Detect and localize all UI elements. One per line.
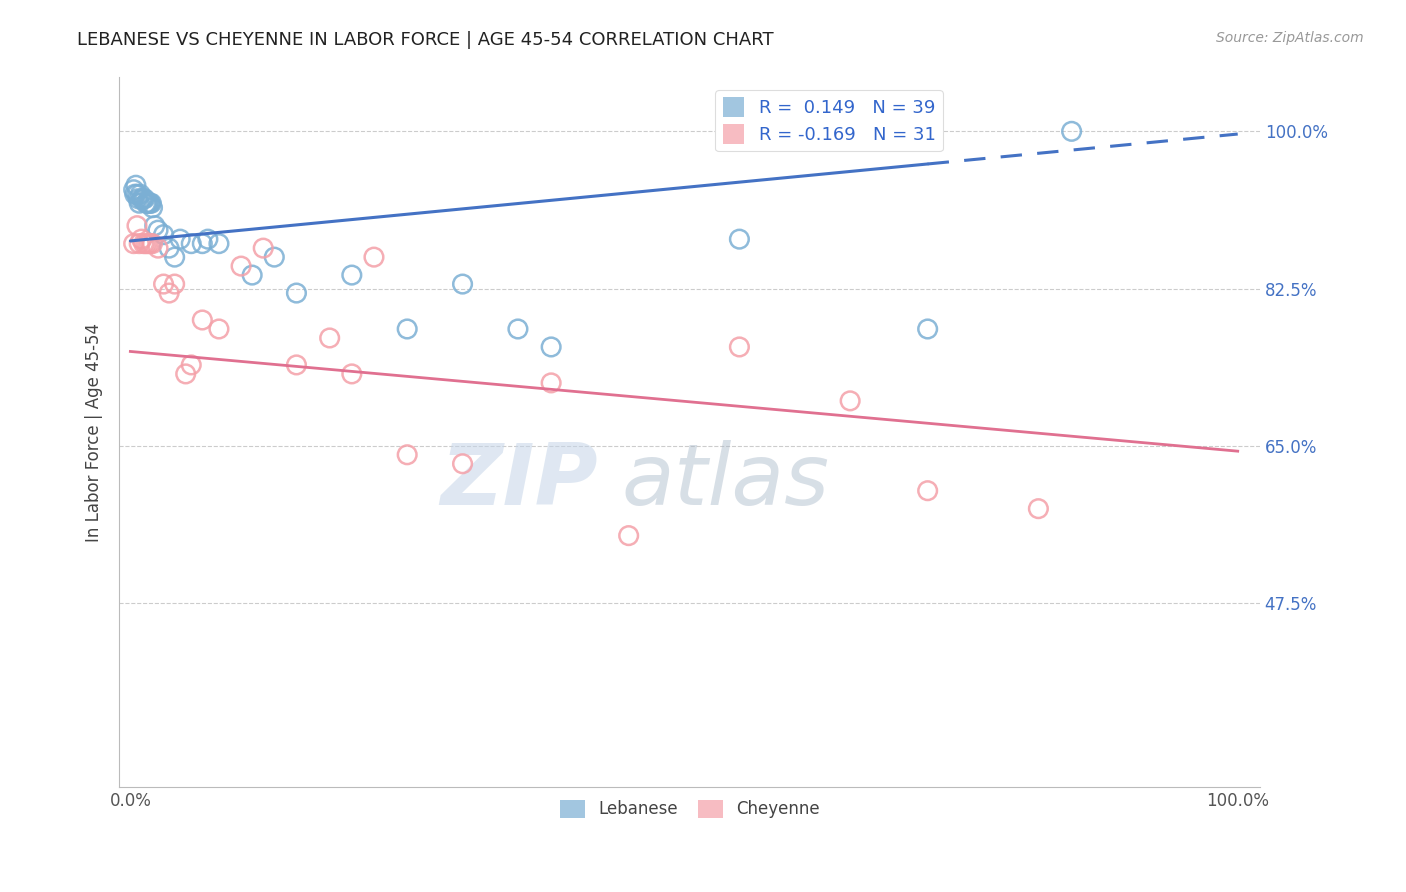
Point: [157, 286, 180, 301]
Point: [917, 483, 939, 498]
Point: [197, 232, 219, 246]
Point: [136, 196, 159, 211]
Text: atlas: atlas: [621, 441, 830, 524]
Point: [141, 201, 163, 215]
Point: [136, 236, 159, 251]
Point: [157, 241, 180, 255]
Point: [363, 250, 385, 264]
Point: [191, 313, 214, 327]
Point: [451, 457, 474, 471]
Y-axis label: In Labor Force | Age 45-54: In Labor Force | Age 45-54: [86, 323, 103, 541]
Point: [208, 236, 231, 251]
Point: [340, 268, 363, 282]
Text: LEBANESE VS CHEYENNE IN LABOR FORCE | AGE 45-54 CORRELATION CHART: LEBANESE VS CHEYENNE IN LABOR FORCE | AG…: [77, 31, 773, 49]
Point: [129, 187, 152, 202]
Point: [152, 277, 174, 291]
Point: [146, 223, 169, 237]
Point: [174, 367, 197, 381]
Point: [240, 268, 263, 282]
Point: [540, 340, 562, 354]
Point: [340, 367, 363, 381]
Point: [122, 236, 145, 251]
Point: [263, 250, 285, 264]
Point: [506, 322, 529, 336]
Point: [141, 236, 163, 251]
Point: [131, 192, 153, 206]
Point: [917, 322, 939, 336]
Point: [127, 192, 149, 206]
Point: [138, 196, 160, 211]
Point: [728, 340, 751, 354]
Point: [128, 236, 150, 251]
Point: [191, 236, 214, 251]
Point: [132, 192, 155, 206]
Point: [143, 219, 166, 233]
Text: Source: ZipAtlas.com: Source: ZipAtlas.com: [1216, 31, 1364, 45]
Point: [396, 322, 419, 336]
Point: [451, 277, 474, 291]
Point: [163, 250, 186, 264]
Point: [146, 241, 169, 255]
Point: [122, 183, 145, 197]
Point: [180, 236, 202, 251]
Point: [128, 196, 150, 211]
Point: [135, 196, 157, 211]
Point: [136, 196, 159, 211]
Point: [132, 236, 155, 251]
Point: [728, 232, 751, 246]
Point: [139, 236, 162, 251]
Point: [1060, 124, 1083, 138]
Point: [134, 192, 156, 206]
Point: [139, 196, 162, 211]
Point: [125, 187, 148, 202]
Point: [396, 448, 419, 462]
Point: [141, 196, 163, 211]
Point: [135, 236, 157, 251]
Point: [208, 322, 231, 336]
Point: [252, 241, 274, 255]
Point: [229, 259, 252, 273]
Point: [285, 286, 308, 301]
Point: [152, 227, 174, 242]
Point: [540, 376, 562, 390]
Text: ZIP: ZIP: [440, 441, 599, 524]
Legend: Lebanese, Cheyenne: Lebanese, Cheyenne: [553, 793, 827, 825]
Point: [617, 528, 640, 542]
Point: [125, 178, 148, 193]
Point: [318, 331, 340, 345]
Point: [839, 393, 862, 408]
Point: [131, 232, 153, 246]
Point: [125, 219, 148, 233]
Point: [169, 232, 191, 246]
Point: [180, 358, 202, 372]
Point: [1028, 501, 1050, 516]
Point: [163, 277, 186, 291]
Point: [285, 358, 308, 372]
Point: [124, 187, 146, 202]
Point: [131, 192, 153, 206]
